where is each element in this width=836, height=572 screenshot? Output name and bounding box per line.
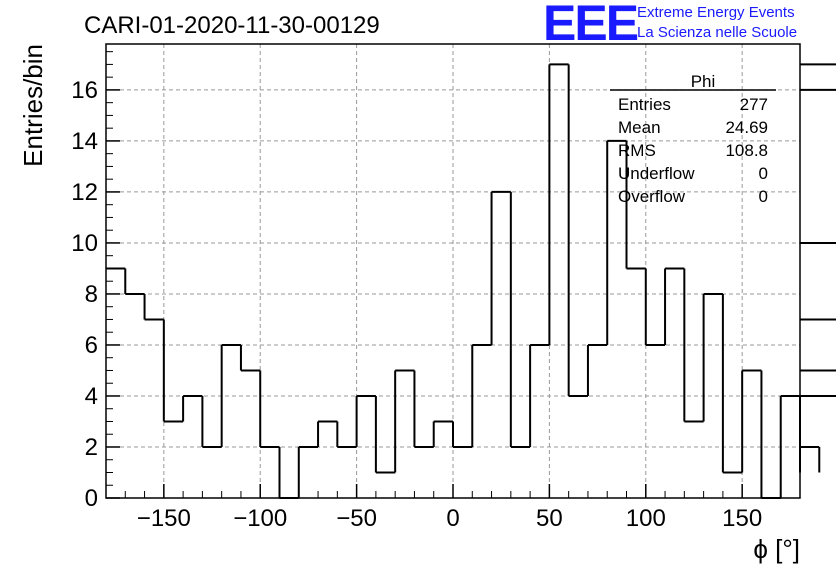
histogram-bin — [432, 420, 453, 447]
stats-row-value: 0 — [759, 187, 768, 206]
histogram-bin — [374, 395, 396, 474]
y-tick-label: 2 — [85, 434, 98, 461]
stats-row-value: 108.8 — [725, 141, 768, 160]
histogram-bin — [182, 394, 203, 422]
y-tick-label: 8 — [85, 281, 98, 308]
histogram-bin — [201, 395, 222, 448]
histogram-bin — [509, 191, 531, 448]
histogram-bin — [800, 63, 836, 66]
chart-title: CARI-01-2020-11-30-00129 — [84, 12, 380, 39]
x-tick-label: 150 — [722, 505, 762, 532]
stats-row-label: Mean — [618, 118, 661, 137]
x-tick-label: 100 — [626, 505, 666, 532]
y-axis-label: Entries/bin — [18, 44, 48, 167]
histogram-bin — [567, 64, 588, 397]
histogram-bin — [529, 343, 550, 447]
x-tick-label: 50 — [536, 505, 563, 532]
histogram-bin — [297, 445, 319, 498]
histogram-bin — [413, 370, 434, 448]
stats-row-label: Entries — [618, 95, 671, 114]
histogram-bin — [741, 369, 762, 473]
y-tick-label: 6 — [85, 332, 98, 359]
y-tick-label: 12 — [71, 179, 98, 206]
eee-caption-line2: La Scienza nelle Scuole — [637, 24, 798, 41]
histogram-bin — [800, 369, 836, 372]
stats-rows: Entries 277 Mean 24.69 RMS 108.8 Underflow 0 Ove… — [618, 95, 768, 206]
histogram-bin — [452, 421, 473, 448]
x-tick-label: 0 — [446, 505, 459, 532]
histogram-bin — [683, 268, 704, 423]
histogram-bin — [760, 370, 781, 499]
histogram-bin — [664, 267, 685, 345]
histogram-bin — [143, 293, 164, 321]
y-tick-label: 14 — [71, 128, 98, 155]
histogram-bin — [644, 268, 666, 346]
y-tick-label: 4 — [85, 383, 98, 410]
histogram-bin — [355, 394, 376, 447]
x-tick-label: −100 — [233, 505, 287, 532]
stats-row-value: 24.69 — [725, 118, 768, 137]
histogram-bin — [800, 394, 836, 397]
histogram-bin — [721, 293, 743, 474]
histogram-bars — [106, 63, 836, 499]
histogram-bin — [800, 445, 821, 473]
stats-row-value: 277 — [740, 95, 768, 114]
stats-title: Phi — [691, 72, 716, 91]
histogram-bin — [548, 63, 569, 345]
histogram-bin — [124, 268, 145, 295]
histogram-bin — [586, 343, 608, 396]
histogram-bin — [220, 343, 241, 447]
stats-box: Phi Entries 277 Mean 24.69 RMS 108.8 Underflow… — [610, 72, 776, 206]
stats-row-label: Overflow — [618, 187, 686, 206]
histogram-bin — [625, 140, 646, 270]
y-axis-ticks: 0 2 4 6 8 10 12 14 16 — [71, 51, 120, 512]
histogram-bin — [800, 241, 836, 244]
histogram-bin — [259, 370, 280, 448]
y-tick-label: 16 — [71, 77, 98, 104]
histogram-bin — [779, 394, 800, 498]
histogram-bin — [490, 190, 511, 345]
histogram-bin — [317, 420, 338, 447]
histogram-bin — [800, 88, 836, 91]
stats-row-label: RMS — [618, 141, 656, 160]
histogram-bin — [606, 139, 627, 345]
x-tick-label: −50 — [336, 505, 377, 532]
histogram-bin — [239, 344, 261, 372]
histogram-bin — [162, 319, 184, 423]
y-tick-label: 0 — [85, 485, 98, 512]
histogram-bin — [336, 421, 357, 448]
eee-caption-line1: Extreme Energy Events — [637, 4, 795, 21]
histogram-bin — [800, 318, 836, 321]
stats-row-label: Underflow — [618, 164, 695, 183]
eee-logo: EEE — [543, 0, 639, 51]
eee-caption: Extreme Energy Events La Scienza nelle S… — [637, 3, 797, 43]
histogram-bin — [471, 343, 492, 447]
x-axis-label: ϕ [°] — [753, 534, 800, 564]
histogram-bin — [702, 292, 723, 422]
histogram-bin — [800, 394, 836, 397]
x-tick-label: −150 — [137, 505, 191, 532]
y-tick-label: 10 — [71, 230, 98, 257]
x-axis-ticks: −150 −100 −50 0 50 100 150 — [124, 484, 782, 532]
stats-row-value: 0 — [759, 164, 768, 183]
histogram-bin — [394, 369, 415, 473]
histogram-bin — [800, 318, 836, 321]
histogram-bin — [278, 446, 299, 499]
